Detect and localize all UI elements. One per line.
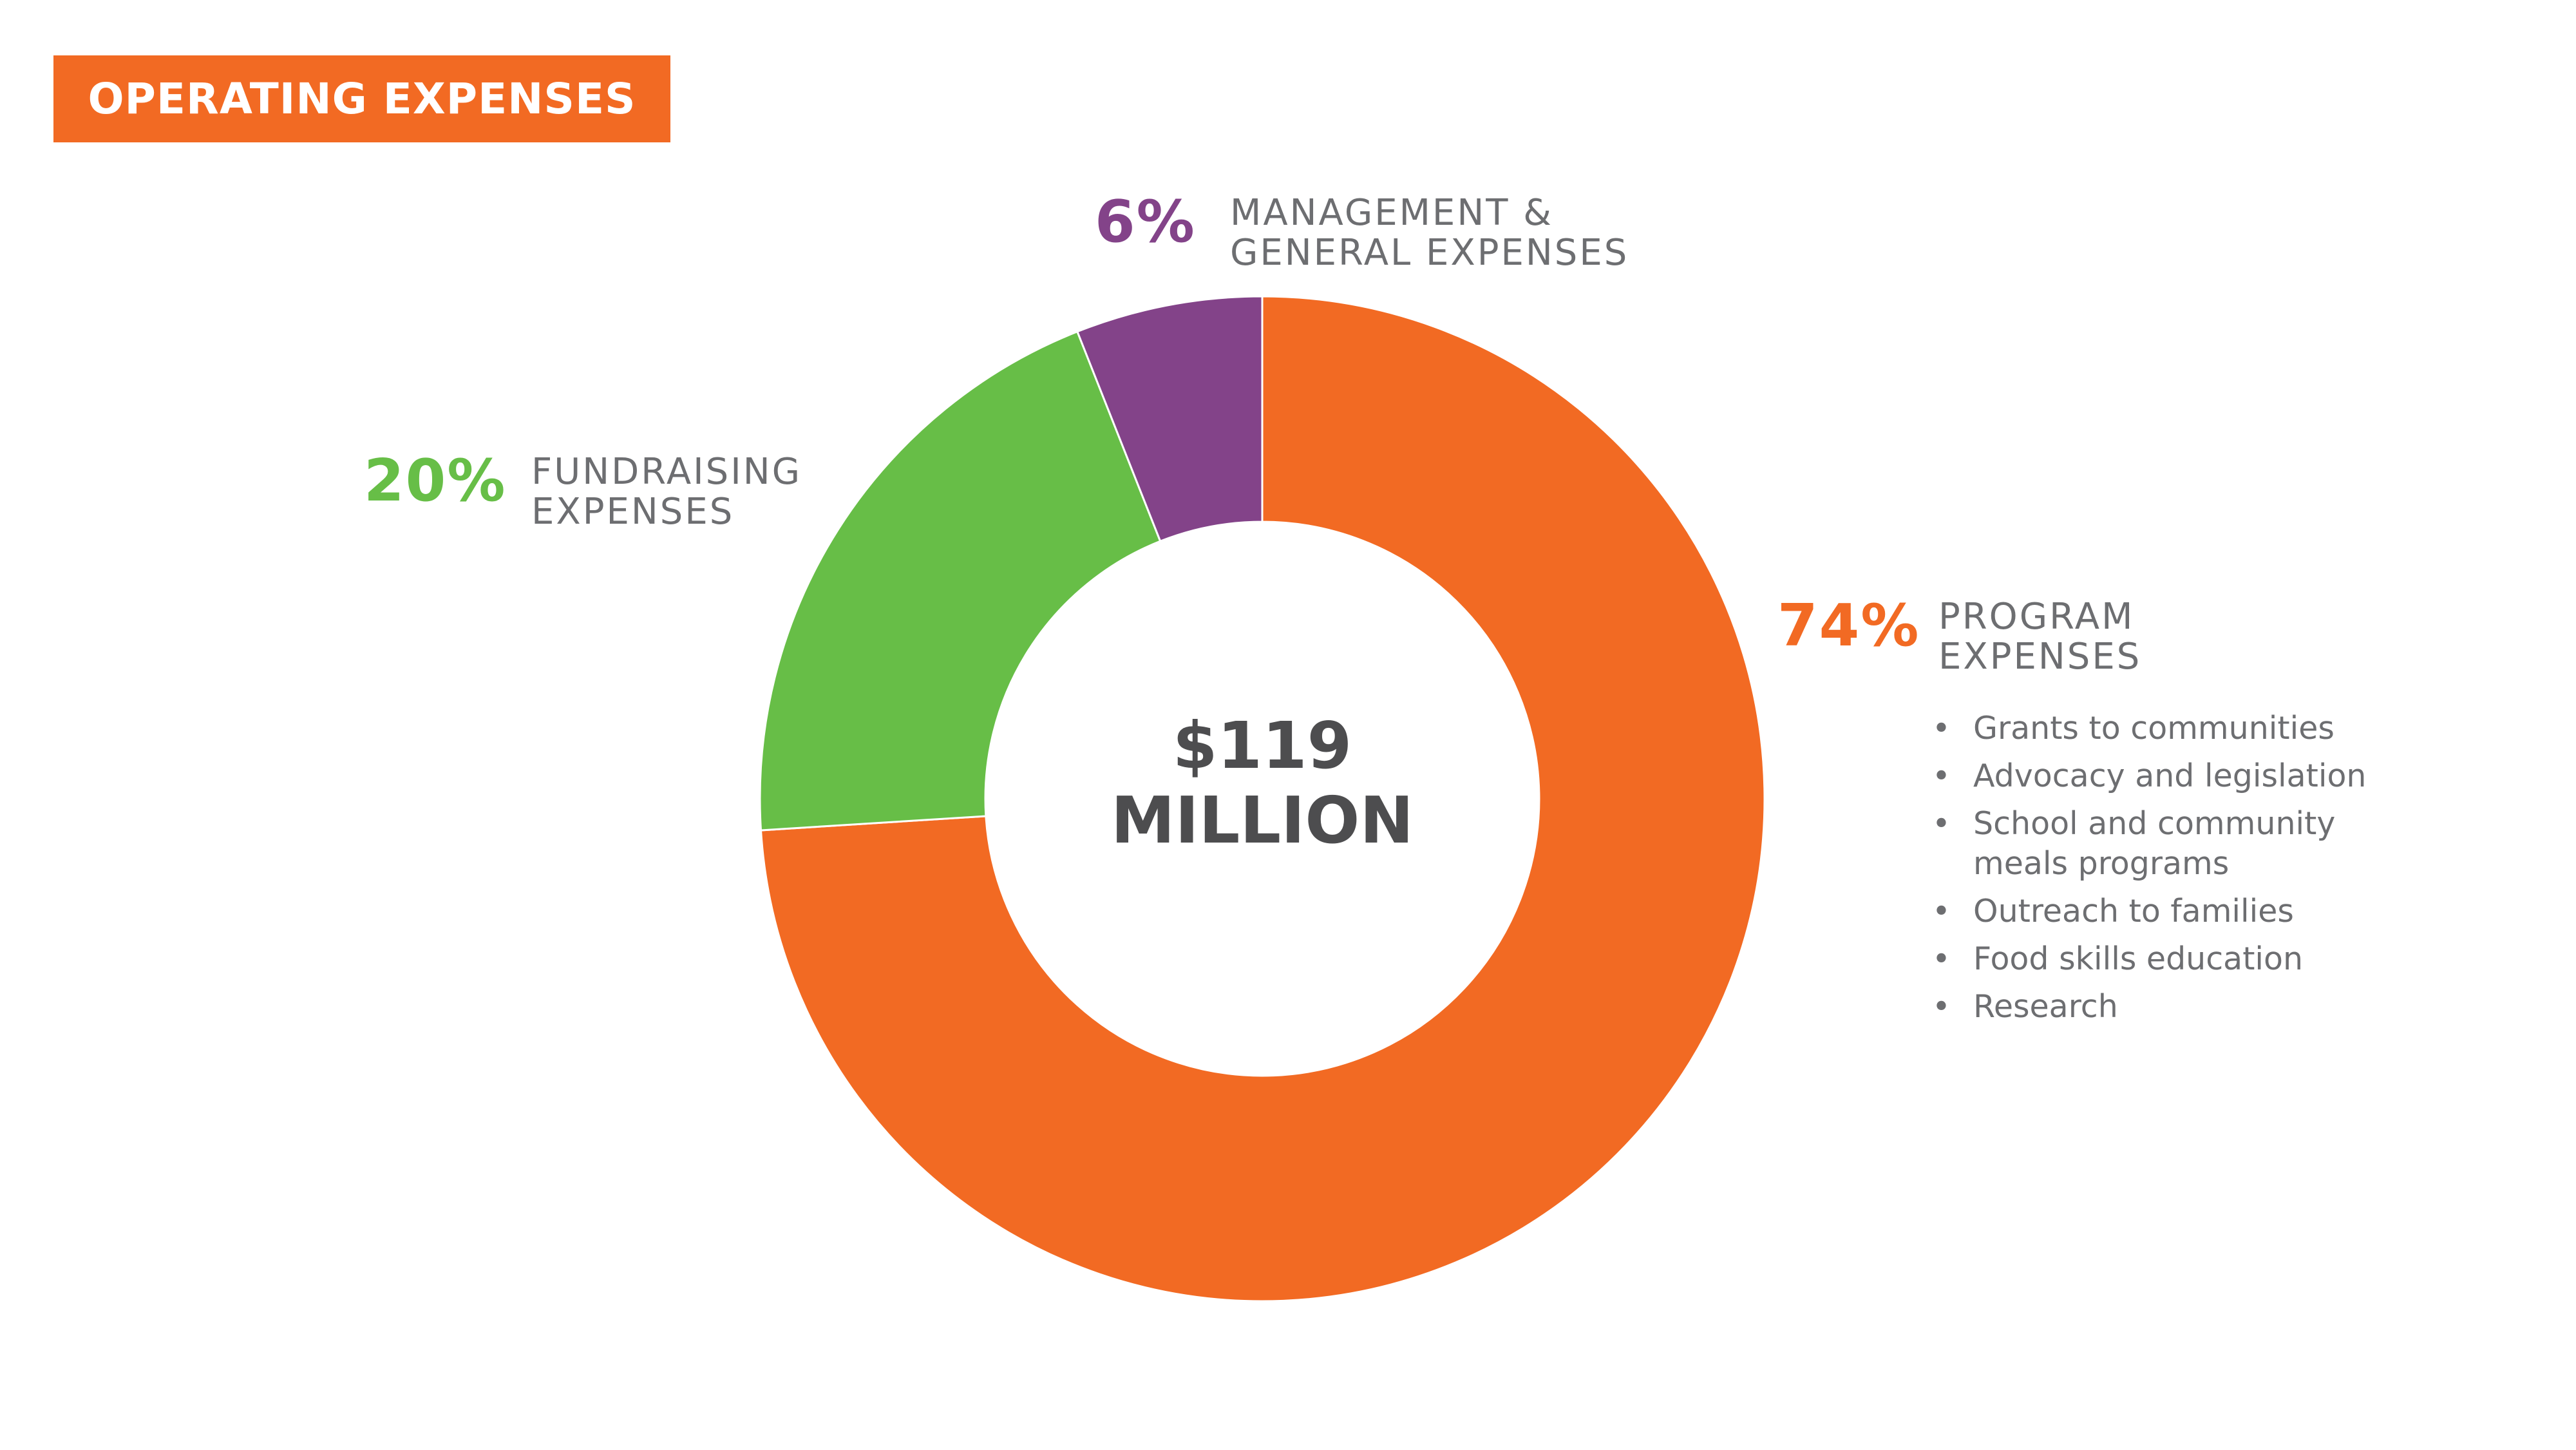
program-slice [759, 295, 1766, 1302]
fundraising-label: 20% FUNDRAISING EXPENSES [364, 452, 802, 532]
total-label: $119 MILLION [1005, 709, 1520, 858]
management-category-line1: MANAGEMENT & [1230, 192, 1553, 234]
total-amount: $119 [1172, 708, 1352, 783]
program-bullet-item: Food skills education [1932, 939, 2367, 979]
program-bullet-text: Food skills education [1973, 940, 2304, 977]
program-bullet-item: Research [1932, 987, 2367, 1027]
fundraising-category-line1: FUNDRAISING [531, 451, 802, 493]
management-label: 6% MANAGEMENT & GENERAL EXPENSES [1095, 193, 1629, 273]
program-bullet-item: Outreach to families [1932, 892, 2367, 931]
program-bullet-item: Grants to communities [1932, 709, 2367, 749]
fundraising-category-line2: EXPENSES [531, 491, 735, 533]
program-bullet-text: School and community [1973, 805, 2336, 842]
program-bullet-item: Advocacy and legislation [1932, 756, 2367, 796]
title-badge: OPERATING EXPENSES [53, 55, 670, 142]
management-category: MANAGEMENT & GENERAL EXPENSES [1230, 193, 1629, 273]
program-category: PROGRAM EXPENSES [1938, 597, 2141, 677]
program-label: 74% PROGRAM EXPENSES [1777, 597, 2141, 677]
program-bullet-text: Advocacy and legislation [1973, 758, 2367, 794]
management-category-line2: GENERAL EXPENSES [1230, 232, 1629, 274]
program-category-line1: PROGRAM [1938, 596, 2135, 638]
program-bullet-text: Grants to communities [1973, 710, 2334, 747]
management-slice [1075, 295, 1264, 543]
fundraising-slice [759, 330, 1162, 832]
program-category-line2: EXPENSES [1938, 636, 2142, 678]
program-bullet-text: Research [1973, 988, 2118, 1025]
total-unit: MILLION [1110, 783, 1414, 858]
program-bullet-list: Grants to communities Advocacy and legisl… [1932, 709, 2367, 1035]
program-bullet-text: meals programs [1973, 845, 2230, 882]
chart-title: OPERATING EXPENSES [88, 74, 636, 124]
fundraising-percent: 20% [364, 447, 507, 515]
program-bullet-text: Outreach to families [1973, 893, 2294, 930]
program-percent: 74% [1777, 592, 1920, 660]
management-percent: 6% [1095, 188, 1196, 256]
fundraising-category: FUNDRAISING EXPENSES [531, 452, 802, 532]
